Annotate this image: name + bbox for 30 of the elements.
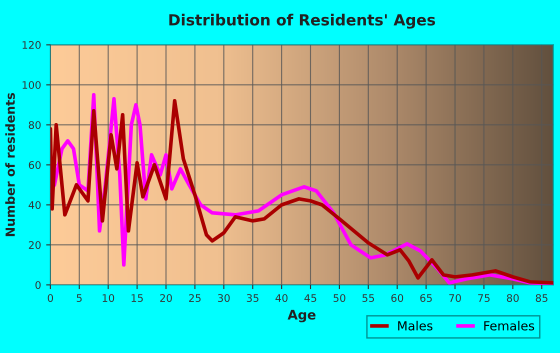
x-tick-label: 25 (189, 294, 201, 302)
x-tick-label: 10 (102, 294, 114, 302)
legend-label: Males (398, 320, 432, 331)
x-tick-label: 85 (536, 294, 548, 302)
x-tick-label: 50 (334, 294, 346, 302)
x-tick-label: 0 (48, 294, 54, 302)
chart-title: Distribution of Residents' Ages (169, 14, 436, 29)
x-tick-label: 60 (391, 294, 404, 302)
x-tick-label: 5 (76, 294, 82, 302)
x-tick-label: 45 (304, 294, 316, 302)
y-tick-label: 60 (28, 161, 41, 169)
x-tick-label: 40 (275, 294, 288, 302)
y-tick-label: 20 (28, 241, 41, 249)
x-tick-label: 65 (420, 294, 432, 302)
legend-label: Females (484, 320, 534, 331)
x-tick-label: 75 (478, 294, 490, 302)
y-tick-label: 40 (28, 201, 41, 209)
x-tick-label: 80 (506, 294, 519, 302)
x-tick-label: 70 (449, 294, 461, 302)
x-tick-label: 15 (132, 294, 143, 302)
y-axis-title: Number of residents (5, 93, 15, 236)
x-tick-label: 55 (362, 294, 374, 302)
y-tick-label: 120 (22, 41, 41, 49)
y-tick-label: 80 (28, 121, 41, 129)
y-tick-label: 0 (35, 281, 41, 289)
x-tick-label: 30 (218, 294, 230, 302)
x-axis-title: Age (288, 310, 316, 322)
y-tick-label: 100 (22, 81, 41, 89)
x-tick-label: 35 (246, 294, 258, 302)
x-tick-label: 20 (160, 294, 172, 302)
